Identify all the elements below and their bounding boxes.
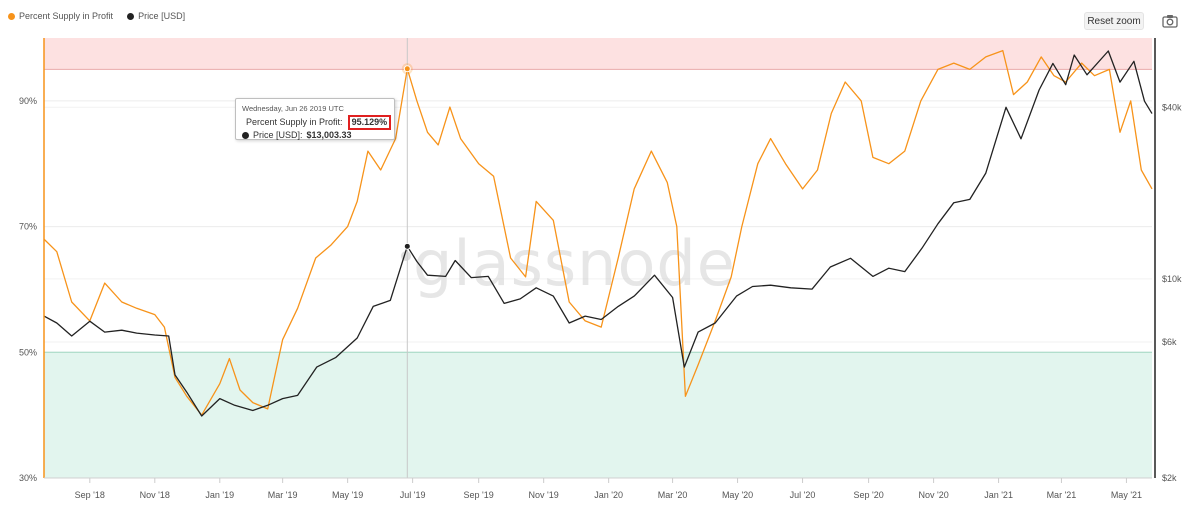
tooltip-dot-price (242, 132, 249, 139)
band-0 (44, 38, 1152, 70)
tooltip-price-value: $13,003.33 (306, 130, 352, 140)
x-tick-label-16: May '21 (1111, 490, 1142, 500)
series-line-supply-in-profit (43, 49, 1153, 416)
tooltip-row-supply: Percent Supply in Profit: 95.129% (242, 115, 392, 130)
y-left-tick-label-2: 70% (19, 222, 37, 232)
band-1 (44, 352, 1152, 478)
camera-icon[interactable] (1162, 14, 1178, 28)
y-right-tick-label-3: $40k (1162, 102, 1182, 112)
chart-legend: Percent Supply in Profit Price [USD] (8, 11, 185, 21)
legend-item-price[interactable]: Price [USD] (127, 11, 185, 21)
x-tick-label-10: May '20 (722, 490, 753, 500)
tooltip-row-price: Price [USD]: $13,003.33 (242, 130, 388, 141)
x-tick-label-6: Sep '19 (464, 490, 494, 500)
y-right-tick-label-1: $6k (1162, 337, 1177, 347)
x-tick-label-13: Nov '20 (918, 490, 948, 500)
series-line-price (43, 50, 1153, 417)
tooltip-supply-value: 95.129% (347, 115, 392, 130)
watermark: glassnode (413, 227, 736, 300)
grid-lines (44, 68, 1152, 479)
y-right-tick-label-0: $2k (1162, 473, 1177, 483)
x-tick-label-7: Nov '19 (529, 490, 559, 500)
x-tick-label-1: Nov '18 (140, 490, 170, 500)
x-tick-label-8: Jan '20 (594, 490, 623, 500)
hover-point-supply (403, 65, 411, 73)
legend-dot-price (127, 12, 135, 20)
x-tick-label-12: Sep '20 (853, 490, 883, 500)
x-tick-label-3: Mar '19 (268, 490, 298, 500)
legend-label-price: Price [USD] (138, 11, 186, 21)
axes (43, 38, 1156, 479)
tooltip-price-label: Price [USD]: (253, 130, 303, 140)
y-right-tick-label-2: $10k (1162, 274, 1182, 284)
threshold-bands (44, 38, 1152, 478)
legend-dot-supply-in-profit (8, 12, 15, 20)
x-tick-label-9: Mar '20 (658, 490, 688, 500)
y-left-tick-label-3: 90% (19, 96, 37, 106)
x-axis-ticks: Sep '18 Nov '18 Jan '19 Mar '19 May '19 Jul '… (75, 478, 1142, 500)
x-tick-label-2: Jan '19 (205, 490, 234, 500)
x-tick-label-0: Sep '18 (75, 490, 105, 500)
x-tick-label-15: Mar '21 (1047, 490, 1077, 500)
tooltip-date: Wednesday, Jun 26 2019 UTC (242, 104, 344, 113)
hover-markers (401, 63, 413, 250)
x-tick-label-4: May '19 (332, 490, 363, 500)
tooltip: Wednesday, Jun 26 2019 UTC Percent Suppl… (235, 98, 395, 140)
y-left-tick-label-1: 50% (19, 347, 37, 357)
series-layer (43, 49, 1153, 417)
x-tick-label-14: Jan '21 (984, 490, 1013, 500)
legend-label-supply-in-profit: Percent Supply in Profit (19, 11, 114, 21)
legend-item-supply-in-profit[interactable]: Percent Supply in Profit (8, 11, 113, 21)
x-tick-label-5: Jul '19 (400, 490, 426, 500)
tooltip-supply-label: Percent Supply in Profit: (246, 117, 343, 127)
reset-zoom-button[interactable]: Reset zoom (1084, 12, 1144, 30)
hover-point-price (403, 242, 411, 250)
y-left-tick-label-0: 30% (19, 473, 37, 483)
y-axis-right-ticks: $2k $6k $10k $40k (1162, 102, 1182, 483)
x-tick-label-11: Jul '20 (790, 490, 816, 500)
y-axis-left-ticks: 30% 50% 70% 90% (19, 96, 37, 483)
